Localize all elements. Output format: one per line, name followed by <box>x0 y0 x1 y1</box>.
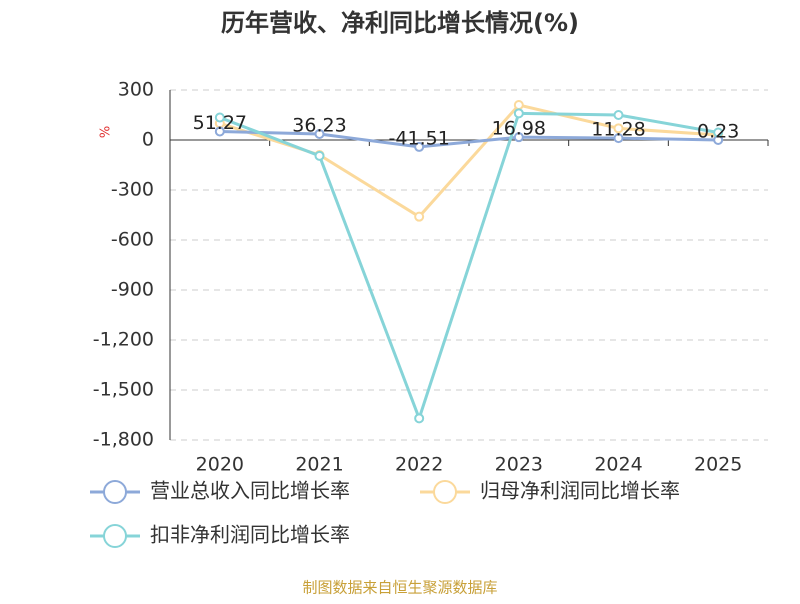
legend-label: 归母净利润同比增长率 <box>480 479 680 503</box>
chart-title: 历年营收、净利同比增长情况(%) <box>221 9 579 37</box>
data-label: 36.23 <box>292 114 346 136</box>
data-label: 51.27 <box>193 112 247 134</box>
legend-marker <box>433 480 457 504</box>
data-point <box>613 123 624 134</box>
data-point <box>414 141 425 152</box>
data-point <box>314 128 325 139</box>
x-tick-label: 2024 <box>594 454 642 476</box>
x-tick-label: 2023 <box>495 454 543 476</box>
y-tick-label: 0 <box>142 129 154 151</box>
data-point <box>713 127 724 138</box>
x-tick-label: 2022 <box>395 454 443 476</box>
y-tick-label: -900 <box>111 279 154 301</box>
data-label: 11.28 <box>591 119 645 141</box>
series-line <box>219 111 719 423</box>
data-label: -41.51 <box>389 127 450 149</box>
data-point <box>613 110 624 120</box>
data-label: 0.23 <box>697 120 739 142</box>
y-tick-label: 300 <box>118 79 154 101</box>
y-tick-label: -1,200 <box>93 329 154 351</box>
x-tick-label: 2021 <box>295 454 343 476</box>
legend-marker <box>103 480 127 504</box>
data-label: 16.98 <box>492 118 546 140</box>
legend-marker <box>103 524 127 548</box>
data-point <box>513 108 524 119</box>
legend-label: 扣非净利润同比增长率 <box>150 523 350 547</box>
data-point <box>613 133 624 144</box>
y-tick-label: -1,800 <box>93 429 154 451</box>
data-point <box>214 112 225 123</box>
data-point <box>214 126 225 137</box>
y-tick-label: -600 <box>111 229 154 251</box>
y-tick-label: -1,500 <box>93 379 154 401</box>
x-tick-label: 2025 <box>694 454 742 476</box>
series-line <box>219 129 719 149</box>
y-axis-label: % <box>99 126 114 138</box>
data-point <box>513 100 524 110</box>
data-point <box>314 150 325 161</box>
x-tick-label: 2020 <box>196 454 244 476</box>
legend-label: 营业总收入同比增长率 <box>150 479 350 503</box>
data-point <box>414 211 425 222</box>
source-note: 制图数据来自恒生聚源数据库 <box>302 579 497 597</box>
y-tick-label: -300 <box>111 179 154 201</box>
data-point <box>513 132 524 143</box>
data-point <box>414 413 425 424</box>
